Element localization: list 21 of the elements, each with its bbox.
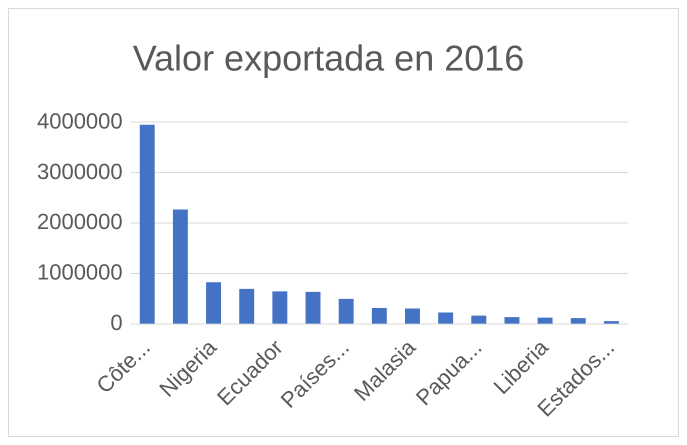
bar bbox=[438, 312, 454, 324]
y-tick-label: 2000000 bbox=[36, 209, 123, 234]
y-tick-label: 3000000 bbox=[36, 158, 123, 184]
bar bbox=[206, 282, 221, 324]
bar bbox=[538, 318, 553, 324]
bar bbox=[338, 298, 354, 324]
bar bbox=[306, 292, 320, 324]
bar bbox=[604, 321, 619, 324]
chart-title: Valor exportada en 2016 bbox=[132, 38, 524, 79]
bar bbox=[471, 316, 486, 324]
bar bbox=[504, 317, 520, 324]
bar bbox=[570, 318, 586, 324]
bar bbox=[239, 288, 254, 324]
bar bbox=[172, 210, 188, 324]
bar bbox=[140, 124, 155, 324]
bar bbox=[405, 308, 420, 324]
y-tick-label: 1000000 bbox=[36, 260, 123, 285]
bar bbox=[372, 308, 387, 324]
y-tick-label: 0 bbox=[110, 310, 123, 336]
y-tick-label: 4000000 bbox=[36, 108, 123, 134]
bar bbox=[272, 291, 288, 324]
